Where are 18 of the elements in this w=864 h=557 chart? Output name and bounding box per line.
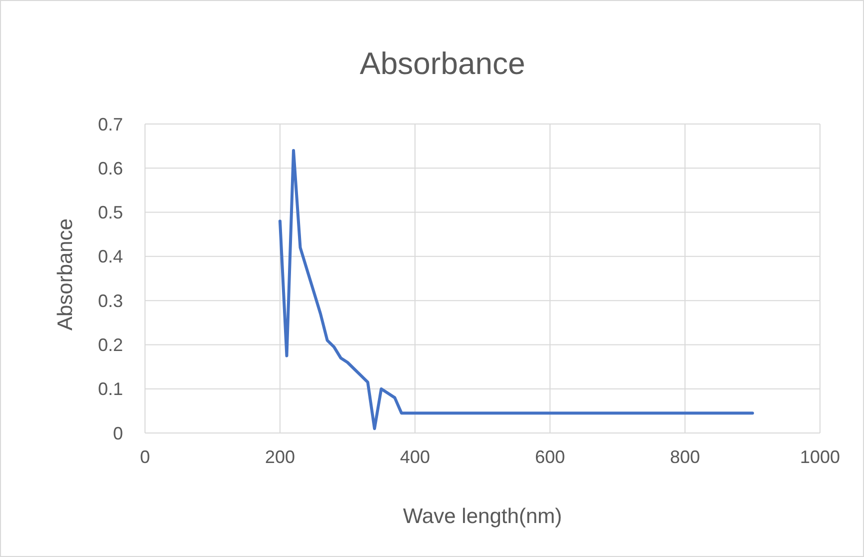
x-tick-label: 800 — [670, 447, 700, 467]
y-axis-title: Absorbance — [54, 218, 77, 331]
y-tick-label: 0 — [112, 423, 123, 444]
y-tick-label: 0.3 — [98, 290, 123, 311]
y-tick-label: 0.2 — [98, 335, 123, 356]
x-tick-label: 200 — [264, 447, 296, 467]
line-series — [278, 148, 754, 430]
x-tick-label: 0 — [140, 447, 150, 467]
x-axis-title: Wave length(nm) — [402, 505, 562, 528]
chart-title: Absorbance — [360, 46, 526, 81]
y-tick-label: 0.1 — [98, 379, 123, 400]
y-tick-label: 0.7 — [98, 114, 123, 134]
x-tick-label: 600 — [534, 447, 566, 467]
y-tick-label: 0.5 — [98, 202, 123, 223]
y-tick-label: 0.6 — [98, 158, 123, 178]
x-tick-label: 400 — [400, 447, 430, 467]
x-tick-label: 1000 — [800, 447, 840, 467]
y-tick-label: 0.4 — [98, 246, 123, 267]
